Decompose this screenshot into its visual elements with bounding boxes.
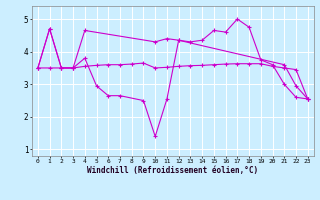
X-axis label: Windchill (Refroidissement éolien,°C): Windchill (Refroidissement éolien,°C): [87, 166, 258, 175]
